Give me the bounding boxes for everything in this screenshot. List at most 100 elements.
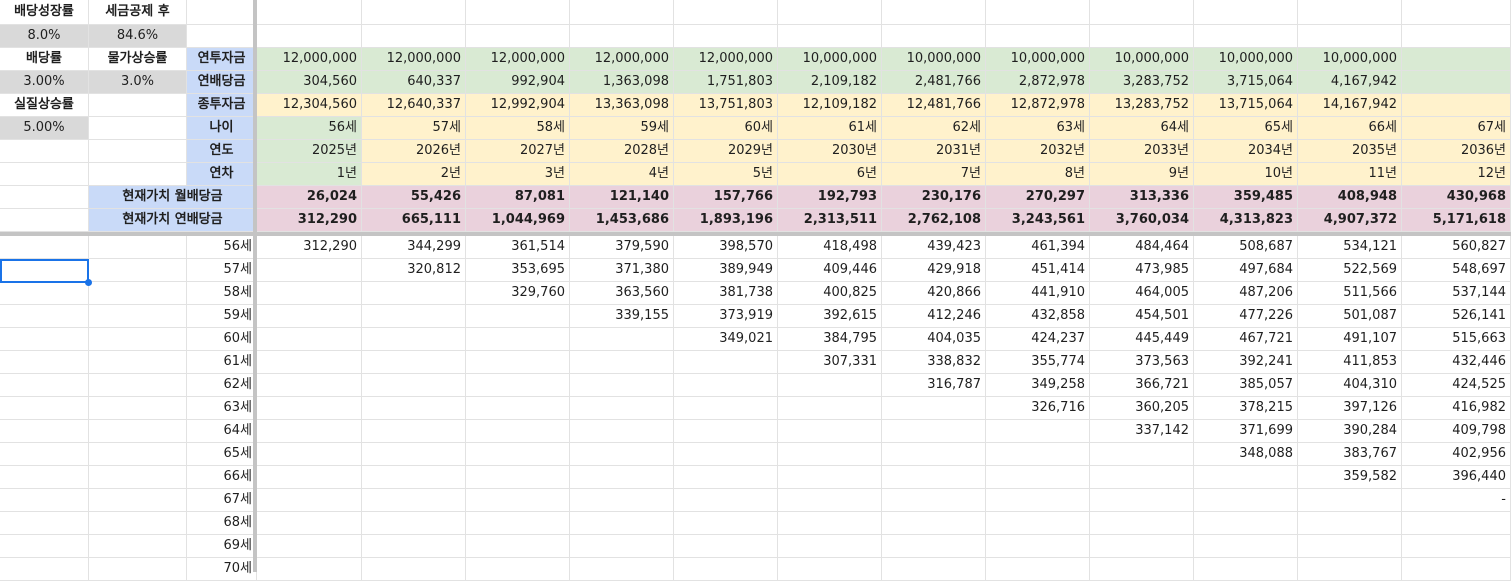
age-cell[interactable]: 66세 [1298,117,1402,140]
lower-age-label[interactable]: 66세 [187,466,257,489]
lower-value-cell[interactable] [466,535,570,558]
lower-value-cell[interactable] [570,512,674,535]
lower-value-cell[interactable]: 373,563 [1090,351,1194,374]
annual-dividend-cell[interactable]: 2,109,182 [778,71,882,94]
empty-cell[interactable] [1298,25,1402,48]
lower-value-cell[interactable] [882,443,986,466]
lower-value-cell[interactable]: 381,738 [674,282,778,305]
empty-cell[interactable] [1194,0,1298,25]
lower-value-cell[interactable] [1090,512,1194,535]
annual-dividend-cell[interactable]: 1,363,098 [570,71,674,94]
empty-cell[interactable] [570,25,674,48]
lower-value-cell[interactable]: 508,687 [1194,236,1298,259]
lower-value-cell[interactable] [362,466,466,489]
year-count-cell[interactable]: 10년 [1194,163,1298,186]
age-cell[interactable]: 56세 [257,117,362,140]
total-investment-cell[interactable]: 12,481,766 [882,94,986,117]
empty-cell[interactable] [0,397,89,420]
lower-age-label[interactable]: 65세 [187,443,257,466]
lower-value-cell[interactable] [466,351,570,374]
empty-cell[interactable] [257,0,362,25]
lower-value-cell[interactable]: 412,246 [882,305,986,328]
lower-value-cell[interactable] [1298,512,1402,535]
year-cell[interactable]: 2028년 [570,140,674,163]
lower-value-cell[interactable]: 392,615 [778,305,882,328]
lower-value-cell[interactable]: 363,560 [570,282,674,305]
year-cell[interactable]: 2029년 [674,140,778,163]
lower-value-cell[interactable]: 409,446 [778,259,882,282]
lower-value-cell[interactable]: 384,795 [778,328,882,351]
total-investment-cell[interactable]: 13,751,803 [674,94,778,117]
annual-dividend-cell[interactable]: 4,167,942 [1298,71,1402,94]
lower-value-cell[interactable]: 383,767 [1298,443,1402,466]
lower-value-cell[interactable] [778,420,882,443]
lower-value-cell[interactable] [466,328,570,351]
lower-value-cell[interactable] [570,466,674,489]
lower-value-cell[interactable] [362,489,466,512]
lower-value-cell[interactable] [674,466,778,489]
empty-cell[interactable] [778,0,882,25]
lower-value-cell[interactable]: 515,663 [1402,328,1511,351]
year-cell[interactable]: 2030년 [778,140,882,163]
lower-value-cell[interactable] [466,420,570,443]
lower-value-cell[interactable] [362,282,466,305]
lower-value-cell[interactable] [1090,443,1194,466]
lower-value-cell[interactable] [570,420,674,443]
lower-value-cell[interactable] [362,351,466,374]
year-count-cell[interactable]: 3년 [466,163,570,186]
dividend-yield-label[interactable]: 배당률 [0,48,89,71]
frozen-row-divider[interactable] [0,232,1511,236]
pv-annual-cell[interactable]: 312,290 [257,209,362,232]
after-tax-value[interactable]: 84.6% [89,25,187,48]
lower-value-cell[interactable]: 359,582 [1298,466,1402,489]
annual-investment-cell[interactable]: 12,000,000 [362,48,466,71]
lower-value-cell[interactable] [362,305,466,328]
lower-value-cell[interactable] [362,512,466,535]
lower-value-cell[interactable] [362,443,466,466]
annual-dividend-cell[interactable]: 640,337 [362,71,466,94]
lower-value-cell[interactable] [466,489,570,512]
lower-value-cell[interactable] [882,466,986,489]
lower-age-label[interactable]: 57세 [187,259,257,282]
year-count-cell[interactable]: 1년 [257,163,362,186]
empty-cell[interactable] [362,25,466,48]
lower-value-cell[interactable] [570,328,674,351]
empty-cell[interactable] [89,117,187,140]
empty-cell[interactable] [1090,0,1194,25]
pv-annual-cell[interactable]: 2,313,511 [778,209,882,232]
lower-value-cell[interactable] [362,374,466,397]
lower-age-label[interactable]: 64세 [187,420,257,443]
lower-value-cell[interactable]: 487,206 [1194,282,1298,305]
year-cell[interactable]: 2034년 [1194,140,1298,163]
lower-value-cell[interactable]: 416,982 [1402,397,1511,420]
empty-cell[interactable] [89,374,187,397]
empty-cell[interactable] [89,140,187,163]
lower-value-cell[interactable] [1298,558,1402,581]
lower-value-cell[interactable]: 316,787 [882,374,986,397]
lower-value-cell[interactable] [674,351,778,374]
lower-value-cell[interactable]: 429,918 [882,259,986,282]
lower-value-cell[interactable] [570,374,674,397]
empty-cell[interactable] [882,0,986,25]
empty-cell[interactable] [1298,0,1402,25]
lower-value-cell[interactable]: 349,021 [674,328,778,351]
pv-monthly-cell[interactable]: 121,140 [570,186,674,209]
empty-cell[interactable] [0,351,89,374]
total-investment-cell[interactable]: 13,715,064 [1194,94,1298,117]
empty-cell[interactable] [89,328,187,351]
lower-value-cell[interactable]: 396,440 [1402,466,1511,489]
empty-cell[interactable] [986,0,1090,25]
empty-cell[interactable] [0,209,89,232]
year-cell[interactable]: 2027년 [466,140,570,163]
year-count-cell[interactable]: 9년 [1090,163,1194,186]
lower-value-cell[interactable] [674,443,778,466]
pv-monthly-cell[interactable]: 313,336 [1090,186,1194,209]
lower-value-cell[interactable]: 361,514 [466,236,570,259]
lower-value-cell[interactable]: - [1402,489,1511,512]
lower-value-cell[interactable] [882,535,986,558]
lower-value-cell[interactable] [882,397,986,420]
lower-value-cell[interactable] [1090,466,1194,489]
lower-value-cell[interactable] [570,443,674,466]
empty-cell[interactable] [89,558,187,581]
lower-value-cell[interactable]: 326,716 [986,397,1090,420]
